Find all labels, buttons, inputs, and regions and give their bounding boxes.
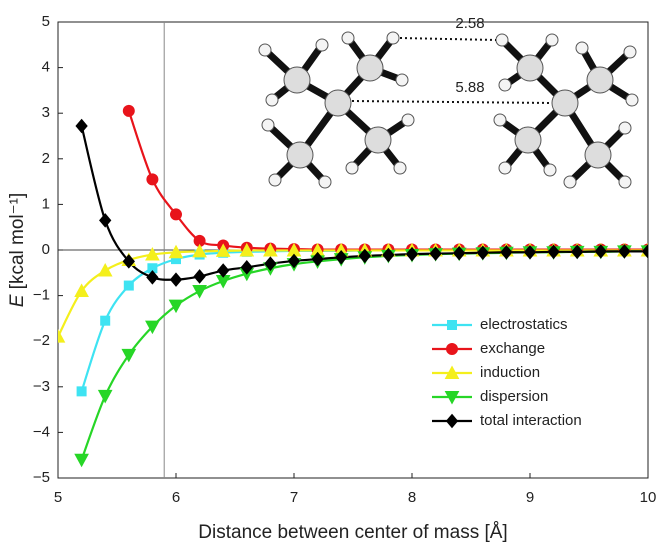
data-point bbox=[194, 270, 205, 283]
data-point bbox=[122, 349, 135, 361]
y-axis-symbol: E bbox=[7, 294, 28, 307]
y-tick-label: −3 bbox=[33, 378, 50, 395]
y-tick-label: 3 bbox=[42, 104, 50, 121]
y-tick-label: 0 bbox=[42, 241, 50, 258]
y-tick-label: 2 bbox=[42, 150, 50, 167]
data-point bbox=[99, 264, 112, 276]
data-point bbox=[76, 119, 87, 132]
x-tick-label: 10 bbox=[640, 489, 657, 506]
y-tick-label: −1 bbox=[33, 287, 50, 304]
data-point bbox=[123, 105, 134, 116]
data-point bbox=[100, 214, 111, 227]
legend-marker bbox=[447, 344, 458, 355]
data-point bbox=[147, 174, 158, 185]
y-tick-label: 5 bbox=[42, 13, 50, 30]
y-tick-label: 4 bbox=[42, 59, 50, 76]
legend: electrostatics exchange induction dispersio… bbox=[432, 316, 582, 429]
y-axis-unit: [kcal mol⁻¹] bbox=[7, 193, 28, 290]
legend-label: electrostatics bbox=[480, 316, 568, 333]
x-tick-label: 6 bbox=[172, 489, 180, 506]
data-point bbox=[99, 390, 112, 402]
x-tick-label: 7 bbox=[290, 489, 298, 506]
legend-label: exchange bbox=[480, 340, 545, 357]
data-point bbox=[75, 454, 88, 466]
x-tick-label: 9 bbox=[526, 489, 534, 506]
legend-label: induction bbox=[480, 364, 540, 381]
data-point bbox=[171, 273, 182, 286]
x-tick-label: 8 bbox=[408, 489, 416, 506]
data-point bbox=[52, 330, 65, 342]
y-axis-title: E [kcal mol⁻¹] bbox=[7, 193, 28, 308]
legend-marker bbox=[447, 415, 458, 428]
x-axis-title: Distance between center of mass [Å] bbox=[198, 522, 507, 543]
data-point bbox=[124, 281, 133, 290]
y-tick-label: 1 bbox=[42, 195, 50, 212]
data-point bbox=[101, 316, 110, 325]
y-tick-label: −2 bbox=[33, 332, 50, 349]
distance-label: 5.88 bbox=[455, 79, 484, 96]
data-point bbox=[171, 209, 182, 220]
legend-marker bbox=[448, 321, 457, 330]
data-point bbox=[77, 387, 86, 396]
y-tick-label: −4 bbox=[33, 423, 50, 440]
molecule-inset bbox=[259, 32, 638, 188]
chart: 2.58 5.88 Distance between center of mas… bbox=[0, 0, 660, 547]
legend-label: total interaction bbox=[480, 412, 582, 429]
y-tick-label: −5 bbox=[33, 469, 50, 486]
legend-label: dispersion bbox=[480, 388, 548, 405]
x-tick-label: 5 bbox=[54, 489, 62, 506]
distance-label: 2.58 bbox=[455, 15, 484, 32]
data-point bbox=[193, 286, 206, 298]
